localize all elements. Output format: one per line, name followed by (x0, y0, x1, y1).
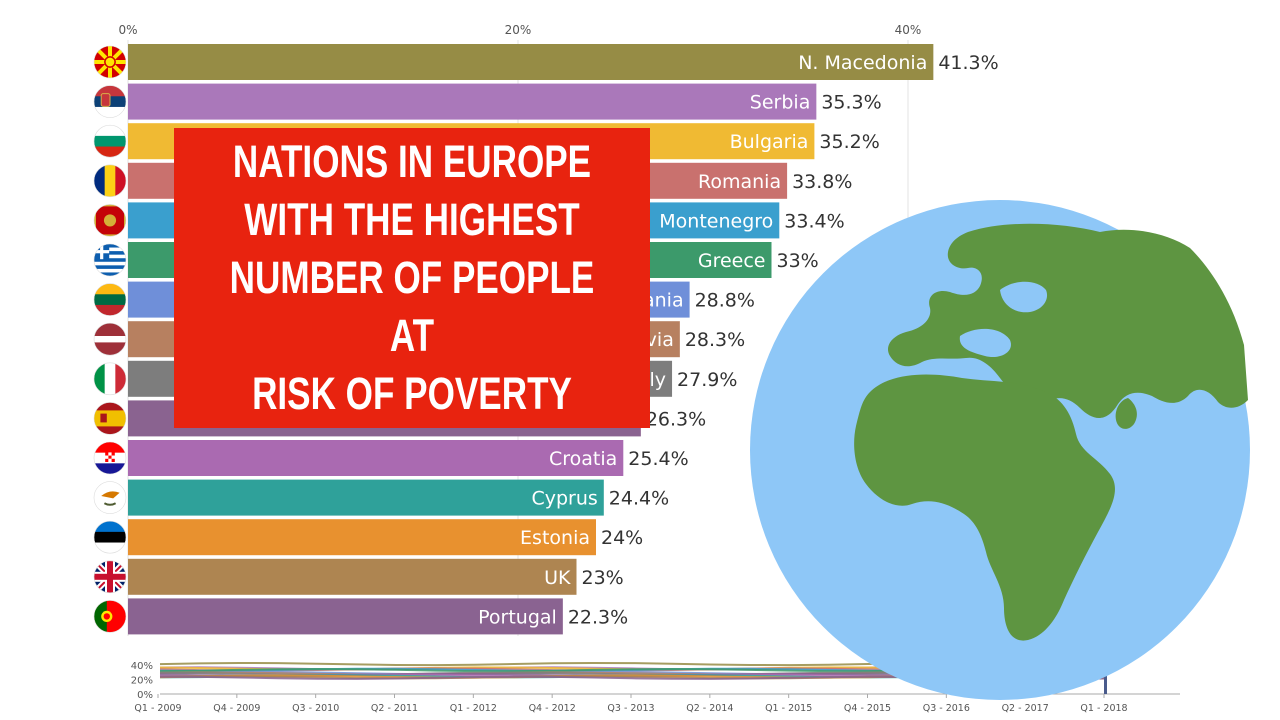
mini-x-tick-label: Q1 - 2018 (1080, 703, 1127, 714)
flag-estonia-icon (93, 520, 127, 554)
bar-value-label: 33% (777, 250, 819, 272)
x-tick-label: 0% (118, 23, 137, 37)
mini-x-tick-label: Q4 - 2015 (844, 703, 891, 714)
x-tick-label: 20% (505, 23, 532, 37)
bar-category-label: N. Macedonia (798, 52, 927, 74)
bar-category-label: Montenegro (659, 210, 773, 232)
bar-value-label: 26.3% (646, 408, 706, 430)
bar-category-label: Romania (698, 171, 781, 193)
chart-title: NATIONS IN EUROPE WITH THE HIGHEST NUMBE… (229, 136, 595, 419)
bar-value-label: 25.4% (628, 448, 688, 470)
flag-latvia-icon (93, 322, 127, 356)
flag-uk-icon (93, 560, 127, 594)
flag-bulgaria-icon (93, 124, 127, 158)
flag-cyprus-icon (93, 481, 127, 514)
bar-category-label: ania (643, 290, 684, 312)
mini-x-tick-label: Q2 - 2011 (371, 703, 418, 714)
mini-y-tick-label: 40% (131, 661, 153, 672)
bar-value-label: 33.8% (792, 171, 852, 193)
bar (128, 519, 596, 556)
title-banner: NATIONS IN EUROPE WITH THE HIGHEST NUMBE… (174, 128, 650, 428)
mini-x-tick-label: Q3 - 2013 (607, 703, 654, 714)
bar-category-label: Greece (698, 250, 766, 272)
bar-value-label: 27.9% (677, 369, 737, 391)
mini-x-tick-label: Q3 - 2010 (292, 703, 339, 714)
bar-category-label: Portugal (478, 606, 557, 628)
bar-category-label: UK (544, 567, 571, 589)
bar-value-label: 35.3% (821, 92, 881, 114)
globe-icon (750, 200, 1250, 700)
bar-value-label: 41.3% (938, 52, 998, 74)
flag-north-macedonia-icon (93, 45, 127, 79)
mini-x-tick-label: Q1 - 2009 (134, 703, 181, 714)
flag-lithuania-icon (93, 283, 127, 316)
bar-value-label: 24.4% (609, 488, 669, 510)
flag-italy-icon (93, 362, 127, 396)
bar (128, 479, 604, 516)
bar-category-label: ly (650, 369, 667, 391)
bar (128, 83, 817, 120)
bar-value-label: 35.2% (819, 131, 879, 153)
flag-column (93, 45, 127, 633)
mini-time-cursor (1104, 661, 1107, 694)
bar-category-label: Cyprus (531, 488, 597, 510)
x-tick-label: 40% (895, 23, 922, 37)
bar-category-label: Croatia (549, 448, 617, 470)
bar-category-label: Serbia (750, 92, 811, 114)
x-axis-ticks: 0% 20% 40% (118, 23, 921, 37)
bar-value-label: 22.3% (568, 606, 628, 628)
bar-category-label: Estonia (520, 527, 590, 549)
mini-x-tick-label: Q3 - 2016 (923, 703, 970, 714)
bar (128, 598, 563, 635)
mini-y-tick-label: 0% (137, 690, 153, 701)
mini-x-tick-label: Q1 - 2012 (450, 703, 497, 714)
mini-x-tick-label: Q2 - 2017 (1002, 703, 1049, 714)
flag-portugal-icon (93, 600, 127, 633)
flag-croatia-icon (93, 441, 127, 475)
flag-romania-icon (93, 164, 127, 198)
bar (128, 440, 624, 476)
bar-category-label: via (646, 329, 674, 351)
flag-spain-icon (93, 402, 127, 435)
bar-value-label: 24% (601, 527, 643, 549)
mini-x-tick-label: Q4 - 2012 (529, 703, 576, 714)
mini-x-tick-label: Q1 - 2015 (765, 703, 812, 714)
bar-value-label: 28.8% (695, 290, 755, 312)
flag-montenegro-icon (93, 204, 127, 237)
mini-x-tick-label: Q2 - 2014 (686, 703, 733, 714)
bar-value-label: 28.3% (685, 329, 745, 351)
bar-value-label: 23% (582, 567, 624, 589)
flag-serbia-icon (93, 85, 127, 118)
bar (128, 558, 577, 595)
mini-x-tick-label: Q4 - 2009 (213, 703, 260, 714)
bar (128, 44, 934, 80)
bar-category-label: Bulgaria (730, 131, 809, 153)
mini-y-tick-label: 20% (131, 676, 153, 687)
bar-value-label: 33.4% (784, 210, 844, 232)
flag-greece-icon (93, 243, 127, 277)
